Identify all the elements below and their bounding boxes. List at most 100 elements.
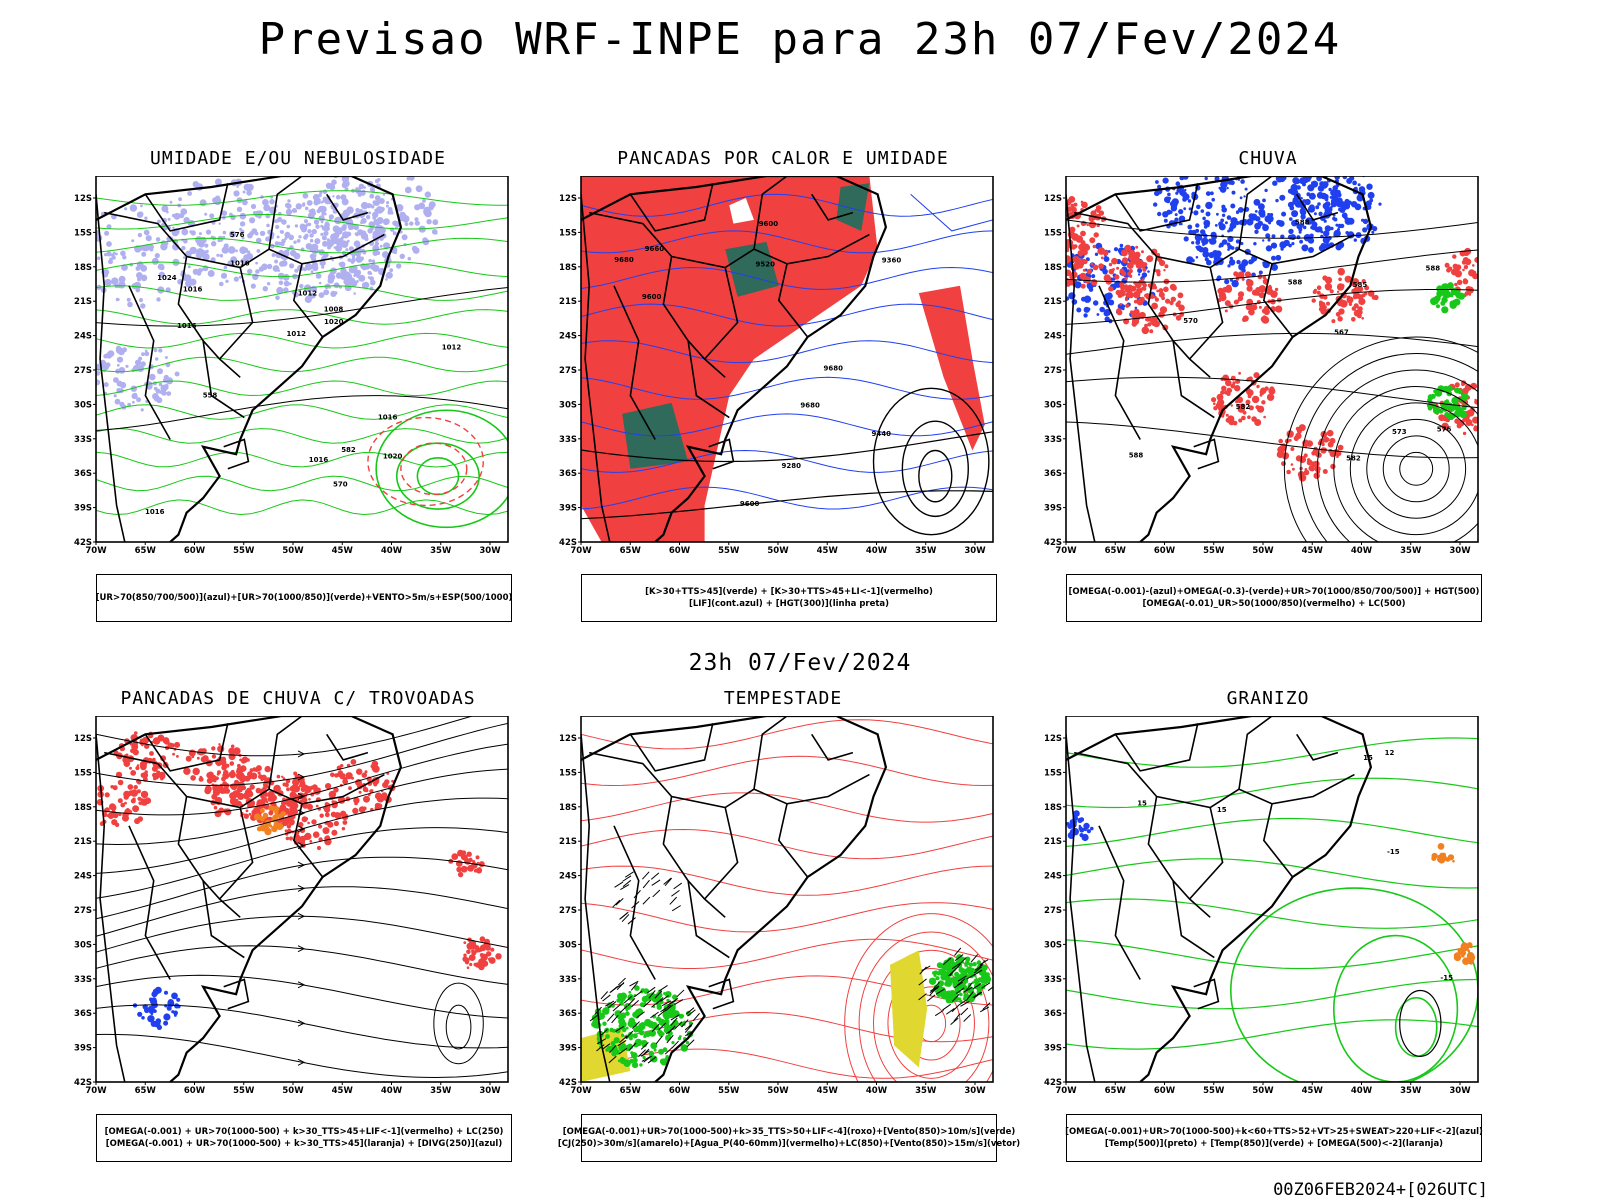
lat-tick-label: 18S (559, 803, 577, 813)
lon-tick-label: 55W (718, 1086, 740, 1096)
lon-tick-label: 45W (817, 1086, 839, 1096)
panel-title: PANCADAS POR CALOR E UMIDADE (617, 148, 949, 169)
lat-tick-label: 33S (559, 435, 577, 445)
lon-tick-label: 55W (1203, 546, 1225, 556)
lon-tick-label: 50W (282, 546, 304, 556)
lat-tick-label: 12S (74, 734, 92, 744)
lon-tick-label: 45W (332, 546, 354, 556)
lat-tick-label: 36S (74, 469, 92, 479)
lat-tick-label: 42S (1044, 1078, 1062, 1088)
contour-label: 9660 (645, 245, 665, 253)
lat-tick-label: 42S (559, 538, 577, 548)
lon-tick-label: 60W (184, 1086, 206, 1096)
map-layer (581, 716, 993, 1082)
lon-tick-label: 40W (381, 1086, 403, 1096)
lon-tick-label: 30W (964, 546, 986, 556)
contour-label: 9680 (824, 364, 844, 372)
lat-tick-label: 39S (74, 504, 92, 514)
contour-label: 1016 (230, 260, 250, 268)
lon-tick-label: 65W (620, 1086, 642, 1096)
lon-tick-label: 70W (1055, 546, 1077, 556)
lat-tick-label: 36S (559, 469, 577, 479)
map-frame (95, 176, 509, 543)
lat-tick-label: 33S (74, 975, 92, 985)
contour-label: 576 (1437, 426, 1452, 434)
map-frame (1065, 716, 1479, 1083)
lon-tick-label: 30W (479, 1086, 501, 1096)
contour-label: 1016 (309, 456, 329, 464)
contour-label: 588 (1288, 278, 1303, 286)
contour-label: -15 (1440, 974, 1453, 982)
map-layer: -15 15 15 15 12 -15 (1066, 716, 1478, 1082)
panel-legend: [OMEGA(-0.001)+UR>70(1000-500)+k<60+TTS>… (1065, 1114, 1483, 1162)
lat-tick-label: 12S (559, 194, 577, 204)
contour-label: 582 (1236, 403, 1251, 411)
lon-tick-label: 35W (1400, 1086, 1422, 1096)
lat-tick-label: 27S (74, 906, 92, 916)
contour-label: 585 (1353, 281, 1368, 289)
legend-line: [OMEGA(-0.001)+UR>70(1000-500)+k<60+TTS>… (1065, 1127, 1483, 1137)
map-layer: 1016 1016 1016 1012 1016 1008 1016 1020 1024 1012… (96, 176, 508, 542)
contour-label: 9680 (800, 402, 820, 410)
lat-tick-label: 15S (1044, 228, 1062, 238)
lat-tick-label: 30S (1044, 400, 1062, 410)
lon-tick-label: 40W (866, 546, 888, 556)
lat-tick-label: 30S (559, 940, 577, 950)
contour-label: 567 (1334, 328, 1349, 336)
panel-legend: [OMEGA(-0.001)-(azul)+OMEGA(-0.3)-(verde… (1066, 574, 1482, 622)
contour-label: 570 (1183, 317, 1198, 325)
lat-tick-label: 12S (74, 194, 92, 204)
lon-tick-label: 40W (1351, 546, 1373, 556)
contour-label: 1012 (442, 344, 462, 352)
panel-title: UMIDADE E/OU NEBULOSIDADE (150, 148, 446, 169)
lon-tick-label: 35W (430, 546, 452, 556)
run-info: 00Z06FEB2024+[026UTC] (1273, 1180, 1488, 1200)
lon-tick-label: 55W (718, 546, 740, 556)
lon-tick-label: 60W (1154, 1086, 1176, 1096)
legend-line: [OMEGA(-0.01)_UR>50(1000/850)(vermelho) … (1142, 599, 1406, 609)
map-frame (95, 716, 509, 1083)
lon-tick-label: 45W (1302, 546, 1324, 556)
contour-label: 1008 (324, 305, 344, 313)
lat-tick-label: 42S (1044, 538, 1062, 548)
lon-tick-label: 50W (767, 1086, 789, 1096)
lat-tick-label: 39S (1044, 1044, 1062, 1054)
lon-tick-label: 55W (233, 1086, 255, 1096)
lon-tick-label: 35W (915, 546, 937, 556)
lat-tick-label: 42S (74, 538, 92, 548)
lat-tick-label: 33S (1044, 975, 1062, 985)
map-heat-showers: 9680 9680 9680 9600 9600 9600 9440 9360 9280 9520… (559, 176, 994, 556)
lat-tick-label: 24S (559, 332, 577, 342)
lon-tick-label: 65W (1105, 1086, 1127, 1096)
legend-line: [LIF](cont.azul) + [HGT(300)](linha pret… (688, 599, 890, 609)
contour-label: 576 (230, 231, 245, 239)
lat-tick-label: 36S (74, 1009, 92, 1019)
lon-tick-label: 50W (767, 546, 789, 556)
lat-tick-label: 21S (559, 837, 577, 847)
lat-tick-label: 21S (559, 297, 577, 307)
contour-label: 9600 (759, 220, 779, 228)
lat-tick-label: 33S (559, 975, 577, 985)
lon-tick-label: 50W (1252, 546, 1274, 556)
panel-title: GRANIZO (1226, 688, 1310, 709)
panel-heat-showers: PANCADAS POR CALOR E UMIDADE 9680 9680 968… (543, 148, 1023, 638)
lat-tick-label: 33S (74, 435, 92, 445)
lon-tick-label: 70W (570, 1086, 592, 1096)
lat-tick-label: 39S (559, 504, 577, 514)
lat-tick-label: 21S (74, 297, 92, 307)
map-frame (580, 176, 994, 543)
lon-tick-label: 70W (1055, 1086, 1077, 1096)
lat-tick-label: 27S (1044, 366, 1062, 376)
panel-title: PANCADAS DE CHUVA C/ TROVOADAS (120, 688, 476, 709)
lat-tick-label: 15S (74, 228, 92, 238)
contour-label: 582 (1346, 455, 1361, 463)
lon-tick-label: 30W (479, 546, 501, 556)
map-layer: 588 585 588 588 582 588 576 570 573 567 582 (1066, 176, 1478, 542)
contour-label: 1012 (287, 330, 307, 338)
forecast-time-label: 23h 07/Fev/2024 (688, 650, 912, 676)
panel-hail: GRANIZO -15 15 15 15 12 -15 12S 15S 18S 21S 24S 27S… (1028, 688, 1508, 1178)
lat-tick-label: 21S (74, 837, 92, 847)
lat-tick-label: 30S (1044, 940, 1062, 950)
lat-tick-label: 33S (1044, 435, 1062, 445)
